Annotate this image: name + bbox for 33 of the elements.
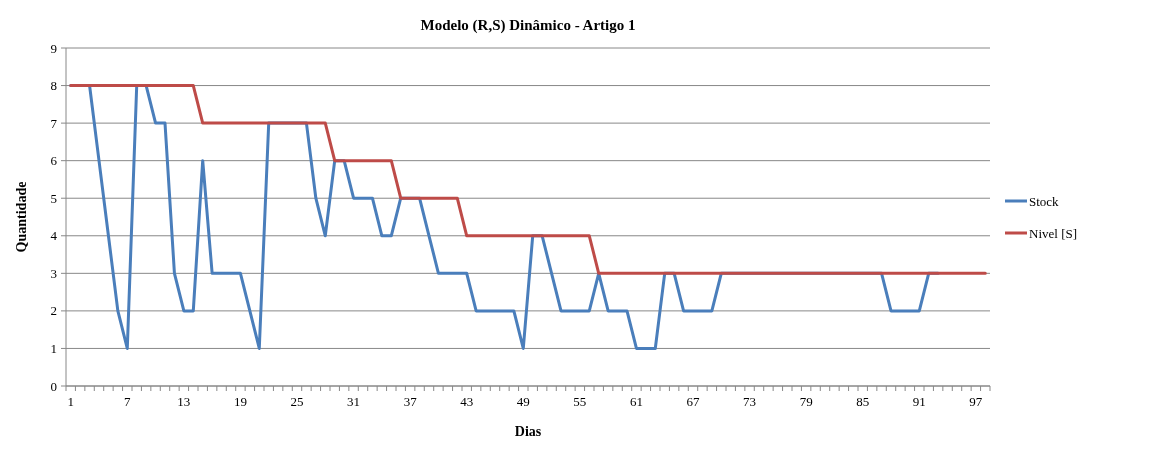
- x-tick-label: 91: [912, 394, 926, 409]
- x-tick-label: 67: [686, 394, 700, 409]
- chart-title: Modelo (R,S) Dinâmico - Artigo 1: [420, 17, 636, 34]
- y-tick-label: 2: [50, 303, 57, 319]
- x-tick-label: 79: [799, 394, 813, 409]
- y-tick-label: 3: [50, 265, 57, 281]
- y-tick-label: 7: [50, 115, 58, 131]
- x-tick-label: 13: [177, 394, 191, 409]
- x-tick-label: 19: [233, 394, 247, 409]
- x-tick-label: 61: [629, 394, 643, 409]
- x-tick-label: 37: [403, 394, 418, 409]
- x-tick-label: 73: [743, 394, 757, 409]
- x-tick-label: 49: [516, 394, 530, 409]
- x-tick-label: 7: [124, 394, 132, 409]
- y-tick-label: 5: [50, 190, 57, 206]
- x-tick-label: 1: [67, 394, 74, 409]
- legend-label: Nivel [S]: [1029, 225, 1078, 241]
- y-tick-label: 8: [50, 78, 57, 94]
- x-tick-label: 25: [290, 394, 304, 409]
- y-axis-title: Quantidade: [14, 181, 29, 253]
- y-tick-label: 1: [50, 340, 57, 356]
- y-tick-label: 4: [50, 228, 58, 244]
- x-tick-label: 31: [347, 394, 361, 409]
- x-tick-label: 55: [573, 394, 587, 409]
- y-tick-label: 0: [50, 378, 57, 394]
- y-tick-label: 9: [50, 40, 57, 56]
- y-tick-label: 6: [50, 153, 58, 169]
- x-tick-label: 85: [856, 394, 870, 409]
- x-tick-label: 43: [460, 394, 474, 409]
- line-series: [69, 84, 987, 275]
- x-axis-title: Dias: [514, 424, 542, 439]
- legend-label: Stock: [1029, 193, 1060, 209]
- x-tick-label: 97: [969, 394, 983, 409]
